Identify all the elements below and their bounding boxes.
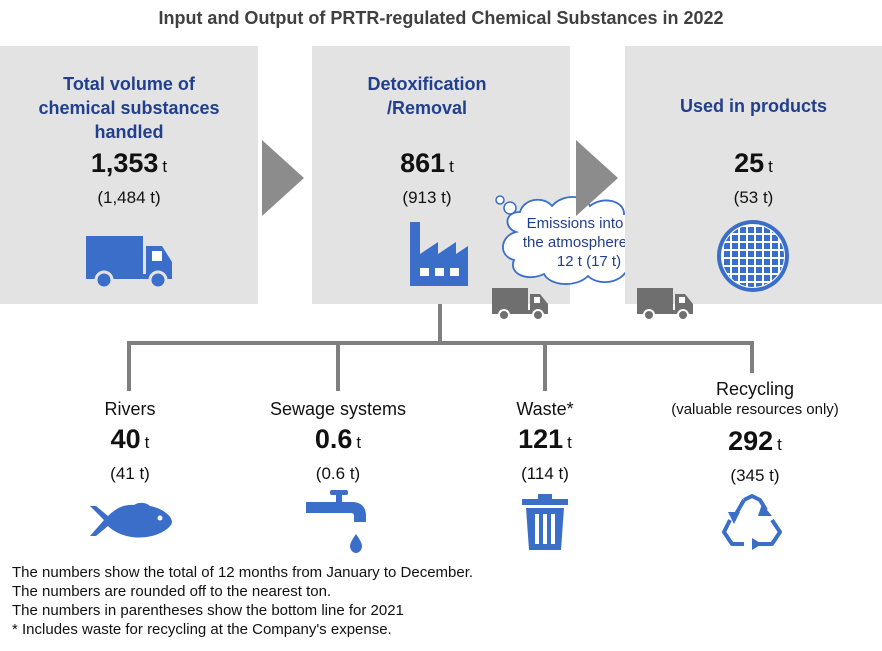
box-previous-value: (1,484 t) bbox=[97, 188, 161, 207]
faucet-icon bbox=[306, 490, 366, 553]
output-recycling: Recycling (valuable resources only) bbox=[671, 379, 839, 418]
box-heading: Used in products bbox=[679, 96, 827, 116]
connector-line bbox=[336, 341, 340, 391]
connector-line bbox=[543, 341, 547, 391]
wafer-icon bbox=[717, 220, 789, 292]
transport-truck-icon bbox=[637, 288, 693, 321]
connector-line bbox=[127, 341, 754, 345]
output-waste: Waste* bbox=[516, 399, 574, 419]
footnote: The numbers are rounded off to the neare… bbox=[12, 583, 332, 600]
truck-icon bbox=[86, 236, 172, 290]
flow-arrow bbox=[262, 140, 304, 216]
output-sewage: Sewage systems bbox=[269, 399, 407, 419]
box-previous-value: (913 t) bbox=[402, 188, 452, 207]
connector-line bbox=[127, 341, 131, 391]
factory-icon bbox=[410, 222, 468, 286]
fish-icon bbox=[90, 502, 172, 538]
box-total-handled: Total volume of chemical substances hand… bbox=[0, 46, 258, 304]
output-value: 292 t bbox=[728, 426, 782, 456]
transport-truck-icon bbox=[492, 288, 548, 321]
footnote: The numbers show the total of 12 months … bbox=[12, 564, 474, 581]
output-rivers: Rivers bbox=[104, 399, 156, 419]
box-value: 861 t bbox=[400, 148, 454, 178]
output-previous-value: (114 t) bbox=[521, 464, 569, 483]
box-heading: Detoxification /Removal bbox=[367, 74, 487, 118]
recycle-icon bbox=[722, 494, 782, 550]
emissions-label: Emissions into the atmosphere 12 t (17 t… bbox=[522, 215, 628, 270]
output-previous-value: (345 t) bbox=[730, 466, 780, 485]
connector-line bbox=[438, 304, 442, 344]
diagram-title: Input and Output of PRTR-regulated Chemi… bbox=[158, 8, 724, 28]
connector-line bbox=[750, 341, 754, 373]
box-value: 25 t bbox=[734, 148, 773, 178]
box-heading: Total volume of chemical substances hand… bbox=[38, 74, 220, 142]
output-previous-value: (0.6 t) bbox=[315, 464, 361, 483]
flow-arrow bbox=[576, 140, 618, 216]
footnotes: The numbers show the total of 12 months … bbox=[12, 563, 473, 639]
output-value: 121 t bbox=[518, 424, 572, 454]
box-used-in-products: Used in products 25 t (53 t) bbox=[625, 46, 882, 304]
footnote: The numbers in parentheses show the bott… bbox=[12, 602, 404, 619]
footnote: * Includes waste for recycling at the Co… bbox=[12, 621, 392, 638]
output-previous-value: (41 t) bbox=[110, 464, 150, 483]
trash-can-icon bbox=[522, 494, 568, 550]
output-value: 40 t bbox=[110, 424, 150, 454]
output-value: 0.6 t bbox=[314, 424, 362, 454]
box-previous-value: (53 t) bbox=[733, 188, 774, 207]
box-value: 1,353 t bbox=[90, 148, 168, 178]
